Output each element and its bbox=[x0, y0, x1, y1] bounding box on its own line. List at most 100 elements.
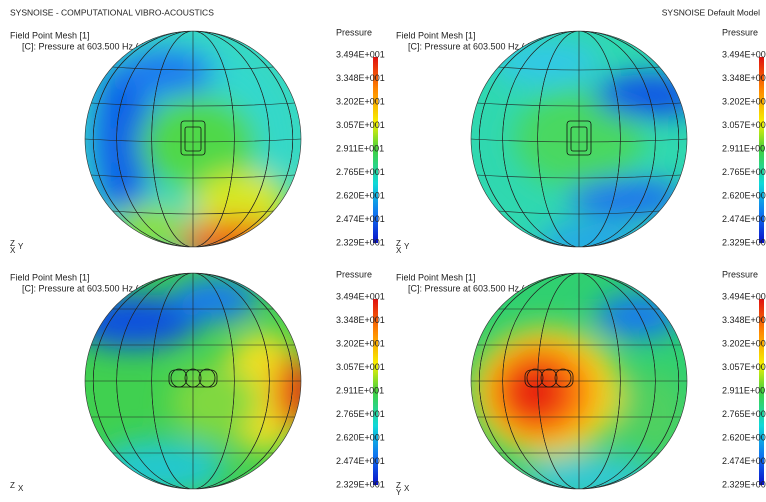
mesh-line bbox=[85, 138, 301, 143]
legend-label: 2.474E+001 bbox=[336, 456, 385, 466]
field-blob bbox=[112, 203, 188, 247]
legend-label: 2.620E+001 bbox=[722, 432, 766, 442]
legend-title: Pressure bbox=[722, 269, 758, 279]
mesh-line bbox=[502, 31, 656, 247]
mesh-line bbox=[112, 210, 274, 215]
field-pattern bbox=[85, 278, 301, 489]
mesh-title: Field Point Mesh [1] bbox=[396, 272, 476, 282]
legend-label: 2.911E+001 bbox=[336, 385, 384, 395]
mesh-line bbox=[92, 31, 294, 247]
view-panel: Field Point Mesh [1][C]: Pressure at 603… bbox=[396, 27, 766, 255]
legend-label: 3.348E+001 bbox=[722, 73, 766, 83]
field-blob bbox=[171, 278, 258, 322]
colorbar bbox=[759, 57, 764, 243]
result-subtitle: [C]: Pressure at 603.500 Hz (dB) bbox=[408, 41, 539, 51]
model-outline bbox=[180, 120, 206, 156]
sphere bbox=[85, 273, 301, 489]
axis-triad-label: Z bbox=[10, 481, 15, 490]
axis-triad-label: Z bbox=[396, 239, 401, 248]
mesh-title: Field Point Mesh [1] bbox=[10, 30, 90, 40]
mesh-line bbox=[477, 174, 681, 179]
legend-label: 2.329E+001 bbox=[722, 237, 766, 247]
axis-triad-label: Z bbox=[396, 481, 401, 490]
mesh-line bbox=[478, 273, 680, 489]
sphere-edge bbox=[84, 30, 302, 248]
legend-title: Pressure bbox=[336, 269, 372, 279]
field-blob bbox=[503, 359, 569, 425]
app-title: SYSNOISE - COMPUTATIONAL VIBRO-ACOUSTICS bbox=[10, 7, 214, 17]
mesh-line bbox=[498, 210, 660, 215]
field-blob bbox=[171, 364, 258, 441]
field-blob bbox=[492, 41, 601, 85]
legend-label: 3.494E+001 bbox=[722, 291, 766, 301]
legend-label: 3.348E+001 bbox=[722, 315, 766, 325]
sphere-edge bbox=[84, 272, 302, 490]
mesh-line bbox=[477, 102, 681, 107]
field-blob bbox=[139, 95, 258, 193]
model-outline bbox=[168, 368, 218, 388]
legend-label: 2.765E+001 bbox=[336, 167, 385, 177]
mesh-line bbox=[116, 273, 270, 489]
field-pattern bbox=[492, 41, 687, 247]
legend-label: 3.494E+001 bbox=[336, 291, 385, 301]
mesh-line bbox=[151, 31, 235, 247]
mesh-line bbox=[116, 31, 270, 247]
mesh-line bbox=[537, 31, 621, 247]
mesh-line bbox=[151, 273, 235, 489]
legend-label: 2.329E+001 bbox=[336, 479, 385, 489]
field-blob bbox=[117, 48, 215, 96]
mesh-line bbox=[471, 138, 687, 143]
legend-title: Pressure bbox=[722, 27, 758, 37]
model-part bbox=[168, 369, 218, 388]
sphere bbox=[85, 31, 301, 247]
legend-label: 2.620E+001 bbox=[336, 432, 385, 442]
model-outline bbox=[566, 120, 592, 156]
legend-label: 3.494E+001 bbox=[336, 49, 385, 59]
result-subtitle: [C]: Pressure at 603.500 Hz (dB) bbox=[408, 283, 539, 293]
model-part bbox=[180, 120, 206, 156]
legend-label: 2.911E+001 bbox=[722, 143, 766, 153]
colorbar bbox=[759, 299, 764, 485]
legend-label: 2.474E+001 bbox=[722, 214, 766, 224]
mesh-title: Field Point Mesh [1] bbox=[396, 30, 476, 40]
legend-label: 3.202E+001 bbox=[336, 338, 385, 348]
field-blob bbox=[276, 354, 301, 430]
mesh-line bbox=[498, 66, 660, 71]
legend-label: 2.765E+001 bbox=[722, 167, 766, 177]
legend-label: 2.911E+001 bbox=[722, 385, 766, 395]
legend-label: 3.057E+001 bbox=[722, 120, 766, 130]
legend-label: 3.202E+001 bbox=[336, 96, 385, 106]
legend-title: Pressure bbox=[336, 27, 372, 37]
legend-label: 2.474E+001 bbox=[722, 456, 766, 466]
legend-label: 2.620E+001 bbox=[336, 190, 385, 200]
model-outline bbox=[524, 368, 574, 388]
axis-triad-label: Z bbox=[10, 239, 15, 248]
legend-label: 3.057E+001 bbox=[722, 362, 766, 372]
view-panel: Field Point Mesh [1][C]: Pressure at 603… bbox=[10, 269, 385, 493]
legend-label: 3.202E+001 bbox=[722, 96, 766, 106]
field-blob bbox=[535, 225, 644, 247]
legend-label: 2.329E+001 bbox=[722, 479, 766, 489]
field-blob bbox=[514, 90, 644, 188]
colorbar bbox=[373, 299, 378, 485]
field-blob bbox=[90, 63, 156, 215]
mesh-title: Field Point Mesh [1] bbox=[10, 272, 90, 282]
field-pattern bbox=[85, 41, 291, 247]
model-part bbox=[184, 126, 202, 152]
axis-triad-label: Y bbox=[396, 488, 402, 497]
sphere bbox=[471, 273, 687, 489]
model-part bbox=[524, 369, 574, 388]
legend-label: 2.911E+001 bbox=[336, 143, 384, 153]
axis-triad-label: X bbox=[404, 484, 410, 493]
legend-label: 2.620E+001 bbox=[722, 190, 766, 200]
axis-triad-label: X bbox=[18, 484, 24, 493]
axis-triad-label: Y bbox=[18, 242, 24, 251]
legend-label: 2.329E+001 bbox=[336, 237, 385, 247]
field-blob bbox=[622, 370, 687, 457]
legend-label: 3.057E+001 bbox=[336, 120, 385, 130]
result-subtitle: [C]: Pressure at 603.500 Hz (dB) bbox=[22, 41, 153, 51]
mesh-line bbox=[537, 273, 621, 489]
mesh-line bbox=[502, 273, 656, 489]
legend-label: 3.057E+001 bbox=[336, 362, 385, 372]
field-blob bbox=[568, 178, 687, 218]
